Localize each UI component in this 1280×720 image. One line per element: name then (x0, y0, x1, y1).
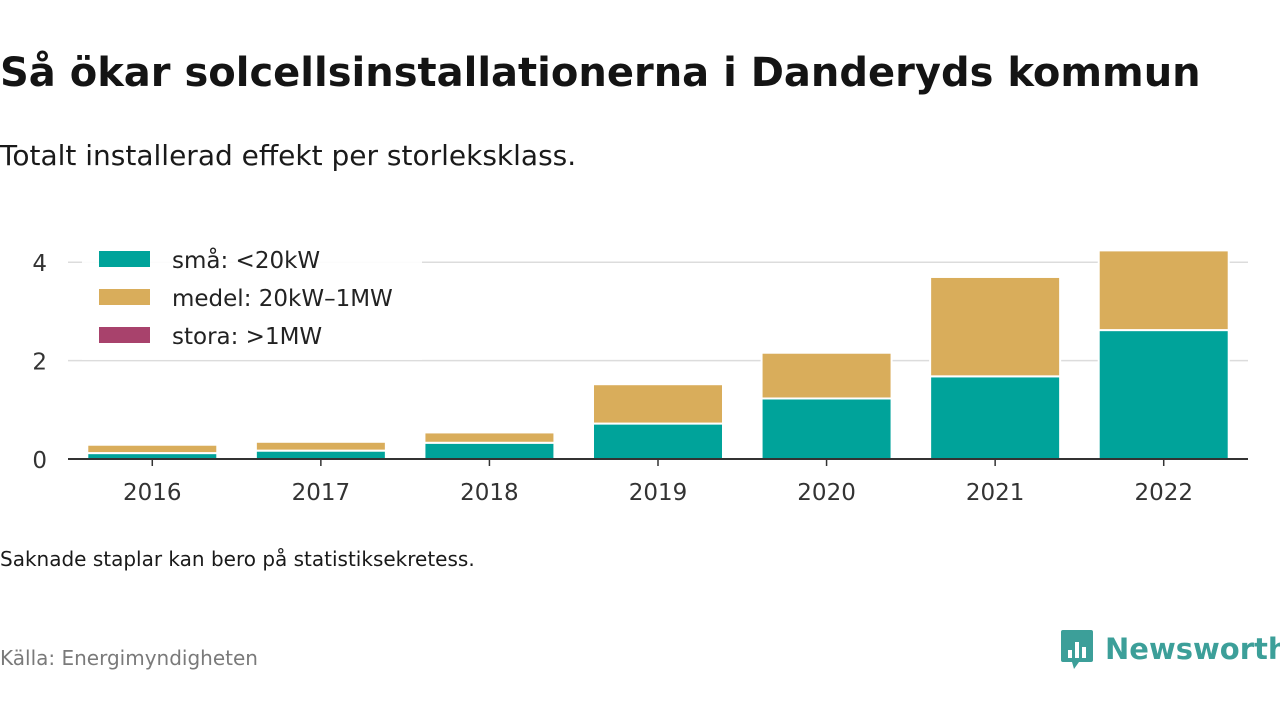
bar-segment (254, 449, 387, 460)
bar-segment (592, 383, 724, 425)
bar-segment (1097, 329, 1230, 461)
brand-logo: Newsworthy (1059, 628, 1280, 670)
bar-segment (423, 441, 556, 461)
bar-segment (86, 443, 219, 455)
axes: 0 2 4 2016 2017 2018 2019 2020 2021 2022 (32, 251, 1248, 506)
legend: små: <20kW medel: 20kW–1MW stora: >1MW (82, 238, 422, 360)
bar-segment (592, 422, 724, 460)
y-tick-label: 0 (32, 448, 47, 474)
bar-segment (760, 397, 893, 461)
newsworthy-logo-icon (1061, 630, 1093, 669)
source-text: Källa: Energimyndigheten (0, 646, 258, 670)
y-tick-label: 4 (32, 251, 47, 277)
chart-title: Så ökar solcellsinstallationerna i Dande… (0, 50, 1201, 96)
brand-name: Newsworthy (1105, 632, 1280, 666)
legend-swatch (99, 289, 150, 305)
bar-segment (760, 351, 893, 400)
x-tick-label: 2021 (966, 480, 1025, 506)
chart-subtitle: Totalt installerad effekt per storlekskl… (0, 139, 577, 172)
bar-segment (423, 431, 556, 444)
x-tick-label: 2018 (460, 480, 519, 506)
bar-segment (1097, 249, 1230, 332)
x-tick-label: 2019 (629, 480, 688, 506)
x-tick-label: 2017 (292, 480, 351, 506)
x-tick-label: 2020 (797, 480, 856, 506)
bar-segment (254, 440, 387, 452)
legend-swatch (99, 251, 150, 267)
footnote: Saknade staplar kan bero på statistiksek… (0, 547, 475, 571)
bar-segment (929, 275, 1062, 378)
legend-swatch (99, 327, 150, 343)
x-tick-label: 2022 (1134, 480, 1193, 506)
legend-label: stora: >1MW (172, 324, 322, 350)
bars (86, 249, 1230, 461)
bar-segment (929, 375, 1062, 460)
x-tick-label: 2016 (123, 480, 182, 506)
y-tick-label: 2 (32, 350, 47, 376)
legend-label: medel: 20kW–1MW (172, 286, 393, 312)
legend-label: små: <20kW (172, 246, 320, 274)
